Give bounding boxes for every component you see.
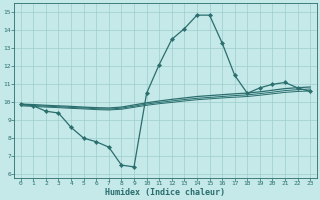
X-axis label: Humidex (Indice chaleur): Humidex (Indice chaleur) (106, 188, 226, 197)
